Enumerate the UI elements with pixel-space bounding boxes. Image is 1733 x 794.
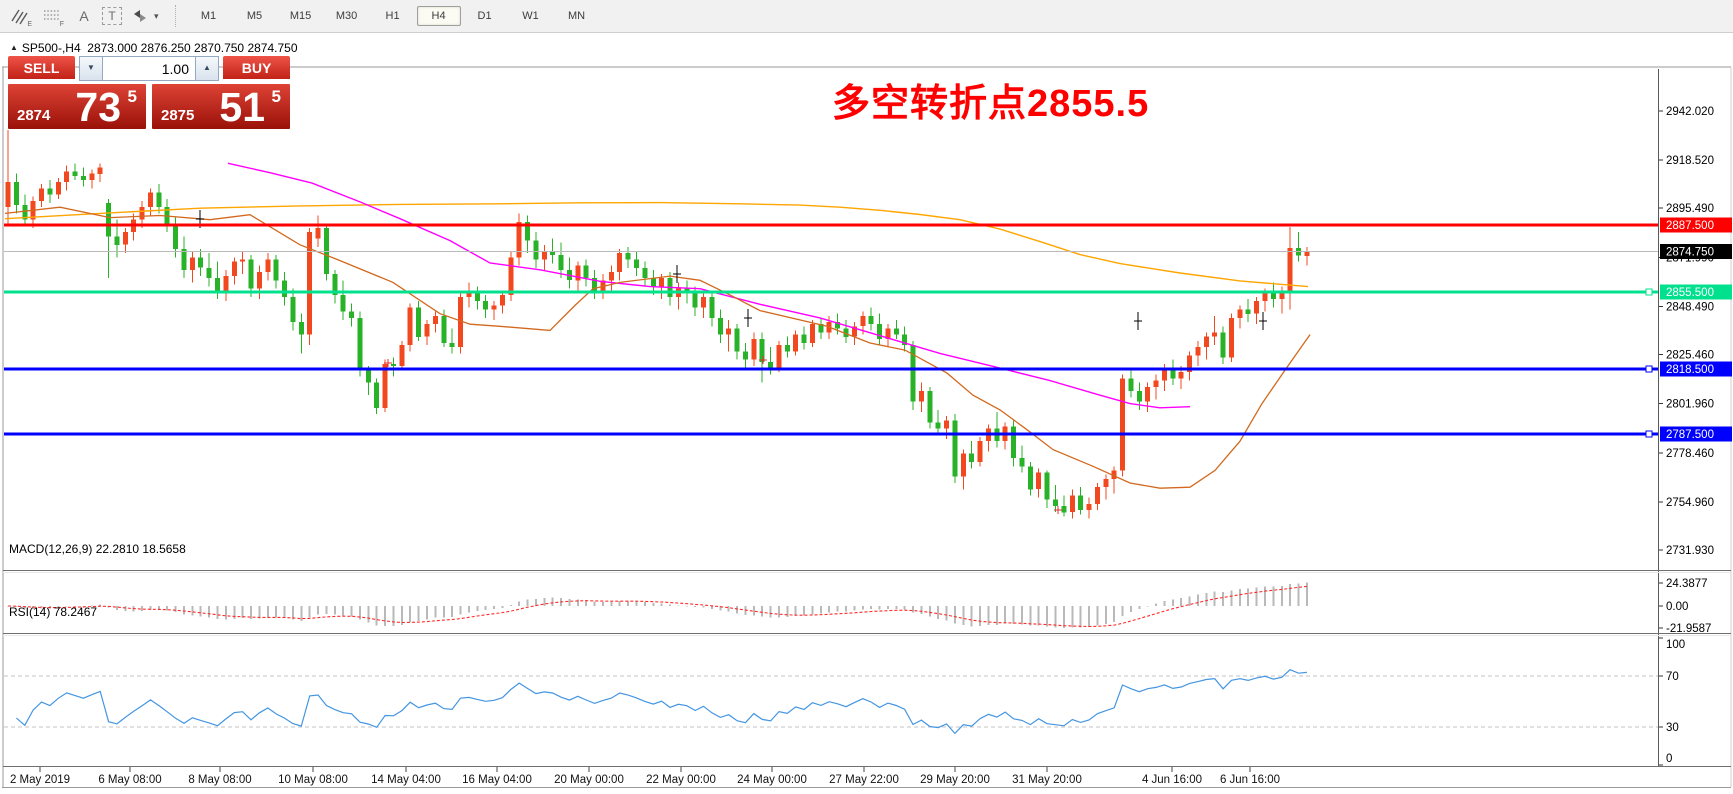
tf-button-w1[interactable]: W1 [522, 10, 539, 22]
svg-text:2787.500: 2787.500 [1666, 429, 1714, 441]
svg-text:24.3877: 24.3877 [1666, 578, 1708, 590]
svg-text:10 May 08:00: 10 May 08:00 [278, 774, 348, 786]
sell-button[interactable]: SELL [8, 56, 75, 81]
svg-text:4 Jun 16:00: 4 Jun 16:00 [1142, 774, 1202, 786]
turning-point-annotation: 多空转折点2855.5 [832, 83, 1150, 125]
svg-text:31 May 20:00: 31 May 20:00 [1012, 774, 1082, 786]
svg-text:2754.960: 2754.960 [1666, 497, 1714, 509]
ma-fast-chocolate [4, 206, 1311, 489]
tf-button-m15[interactable]: M15 [289, 10, 312, 22]
svg-text:27 May 22:00: 27 May 22:00 [829, 774, 899, 786]
svg-text:2731.930: 2731.930 [1666, 545, 1714, 557]
svg-text:20 May 00:00: 20 May 00:00 [554, 774, 624, 786]
symbol-header: ▲ SP500-,H4 2873.000 2876.250 2870.750 28… [10, 41, 298, 55]
svg-text:6 May 08:00: 6 May 08:00 [98, 774, 161, 786]
svg-text:24 May 00:00: 24 May 00:00 [737, 774, 807, 786]
volume-input[interactable] [103, 56, 195, 81]
buy-price-small: 2875 [161, 107, 195, 124]
svg-text:2918.520: 2918.520 [1666, 155, 1714, 167]
rsi-pane [16, 668, 1307, 735]
svg-text:2 May 2019: 2 May 2019 [10, 774, 70, 786]
rsi-label: RSI(14) 78.2467 [9, 605, 98, 619]
arrows-dropdown-caret[interactable]: ▾ [154, 10, 159, 21]
svg-text:2778.460: 2778.460 [1666, 448, 1714, 460]
svg-text:2818.500: 2818.500 [1666, 364, 1714, 376]
sell-price-sup: 5 [127, 87, 137, 106]
ma-medium-magenta [227, 162, 1191, 409]
svg-text:6 Jun 16:00: 6 Jun 16:00 [1220, 774, 1280, 786]
svg-text:70: 70 [1666, 671, 1679, 683]
macd-label: MACD(12,26,9) 22.2810 18.5658 [9, 542, 186, 556]
tf-button-m30[interactable]: M30 [335, 10, 358, 22]
tf-button-d1[interactable]: D1 [477, 10, 492, 22]
svg-text:2801.960: 2801.960 [1666, 399, 1714, 411]
sell-price-small: 2874 [17, 107, 51, 124]
channel-lines-tool-icon[interactable]: E [6, 4, 34, 28]
arrows-tool-icon[interactable] [126, 4, 154, 28]
svg-text:2825.460: 2825.460 [1666, 350, 1714, 362]
channel-sub-label: E [27, 21, 32, 28]
svg-text:8 May 08:00: 8 May 08:00 [188, 774, 251, 786]
svg-text:2848.490: 2848.490 [1666, 301, 1714, 313]
svg-text:0: 0 [1666, 753, 1672, 765]
svg-text:30: 30 [1666, 722, 1679, 734]
volume-increase-button[interactable]: ▲ [195, 56, 219, 81]
macd-pane [7, 582, 1308, 628]
collapse-panel-icon[interactable]: ▲ [10, 43, 18, 52]
svg-text:2942.020: 2942.020 [1666, 106, 1714, 118]
volume-decrease-button[interactable]: ▼ [79, 56, 103, 81]
one-click-trading-panel: SELL ▼ ▲ BUY 2874 73 5 2875 51 5 [8, 56, 292, 130]
buy-price-sup: 5 [271, 87, 281, 106]
svg-text:2895.490: 2895.490 [1666, 203, 1714, 215]
svg-text:14 May 04:00: 14 May 04:00 [371, 774, 441, 786]
chart-canvas[interactable]: 2942.0202918.5202895.4902871.9902848.490… [0, 33, 1733, 788]
buy-price-box[interactable]: 2875 51 5 [152, 84, 290, 130]
sell-price-box[interactable]: 2874 73 5 [8, 84, 146, 130]
ma-slow-orange [4, 201, 1309, 288]
fibonacci-sub-label: F [59, 21, 64, 28]
candles-layer [5, 129, 1310, 519]
tf-button-h4-active[interactable]: H4 [416, 6, 461, 26]
fibonacci-tool-icon[interactable]: F [38, 4, 66, 28]
main-price-pane [4, 129, 1658, 519]
svg-text:29 May 20:00: 29 May 20:00 [920, 774, 990, 786]
svg-text:2874.750: 2874.750 [1666, 247, 1714, 259]
buy-price-big: 51 [219, 84, 265, 130]
sell-price-big: 73 [75, 84, 121, 130]
tf-button-h1[interactable]: H1 [385, 10, 400, 22]
svg-text:0.00: 0.00 [1666, 601, 1688, 613]
svg-text:2855.500: 2855.500 [1666, 287, 1714, 299]
svg-text:22 May 00:00: 22 May 00:00 [646, 774, 716, 786]
buy-button[interactable]: BUY [223, 56, 290, 81]
svg-text:2887.500: 2887.500 [1666, 220, 1714, 232]
chart-window: 2942.0202918.5202895.4902871.9902848.490… [0, 33, 1733, 788]
toolbar-separator [174, 5, 176, 27]
text-box-tool-icon[interactable]: T [102, 7, 122, 25]
svg-text:100: 100 [1666, 639, 1685, 651]
text-tool-icon[interactable]: A [79, 8, 89, 24]
tf-button-m1[interactable]: M1 [200, 10, 217, 22]
svg-text:-21.9587: -21.9587 [1666, 623, 1711, 635]
tf-button-m5[interactable]: M5 [246, 10, 263, 22]
tf-button-mn[interactable]: MN [567, 10, 586, 22]
top-toolbar: E F A T ▾ M1 M5 M15 M30 H1 H4 D1 W1 MN [0, 0, 1733, 33]
symbol-ohlc-text: SP500-,H4 2873.000 2876.250 2870.750 287… [21, 41, 298, 55]
svg-text:16 May 04:00: 16 May 04:00 [462, 774, 532, 786]
